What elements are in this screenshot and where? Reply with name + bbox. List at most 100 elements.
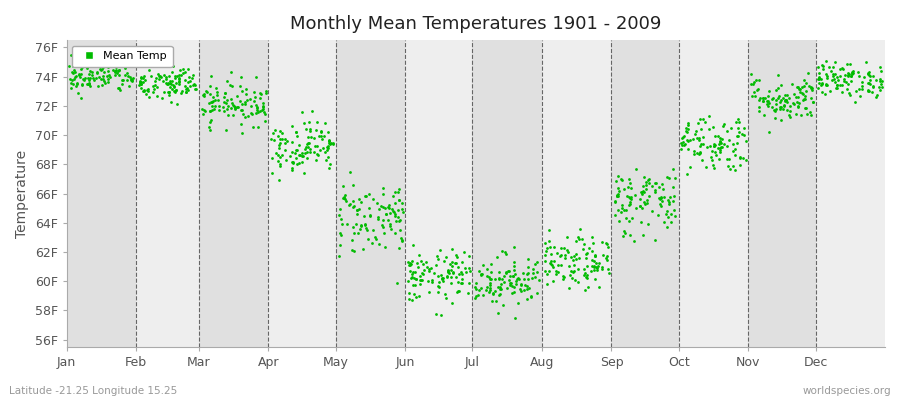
Point [506, 273, 520, 279]
Point [100, 73, 114, 79]
Point [622, 202, 636, 208]
Point [238, 114, 252, 120]
Point [566, 256, 580, 263]
Point [649, 180, 663, 186]
Point [168, 87, 183, 94]
Point [157, 72, 171, 78]
Point [430, 253, 445, 259]
Point [295, 150, 310, 156]
Point [787, 90, 801, 97]
Point [343, 169, 357, 175]
Point [675, 142, 689, 149]
Point [744, 71, 759, 77]
Point [508, 267, 522, 274]
Point [648, 237, 662, 243]
Point [230, 104, 244, 110]
Point [450, 254, 464, 261]
Point [198, 108, 212, 115]
Point [547, 258, 562, 264]
Point [259, 90, 274, 96]
Point [678, 141, 692, 148]
Point [752, 108, 766, 115]
Point [292, 152, 306, 158]
Point [137, 87, 151, 93]
Point [101, 64, 115, 70]
Point [488, 288, 502, 295]
Point [641, 221, 655, 227]
Point [392, 197, 407, 203]
Point [577, 272, 591, 278]
Point [311, 133, 326, 139]
Point [493, 286, 508, 292]
Point [560, 247, 574, 254]
Point [132, 78, 147, 85]
Point [320, 144, 335, 150]
Point [148, 78, 162, 84]
Point [564, 275, 579, 281]
Point [519, 286, 534, 292]
Point [780, 92, 795, 98]
Point [383, 221, 398, 227]
Point [421, 278, 436, 284]
Point [619, 206, 634, 213]
Point [722, 155, 736, 162]
Point [74, 66, 88, 72]
Point [86, 72, 100, 78]
Point [136, 78, 150, 85]
Point [797, 104, 812, 111]
Point [288, 150, 302, 156]
Point [224, 69, 238, 76]
Point [363, 212, 377, 218]
Point [577, 240, 591, 247]
Point [491, 276, 506, 282]
Point [160, 89, 175, 95]
Point [121, 73, 135, 80]
Point [734, 131, 749, 138]
Point [776, 105, 790, 112]
Point [284, 152, 298, 159]
Point [482, 285, 497, 291]
Point [729, 118, 743, 125]
Point [376, 203, 391, 210]
Point [811, 85, 825, 91]
Point [610, 193, 625, 199]
Point [627, 192, 642, 198]
Point [205, 98, 220, 105]
Point [444, 267, 458, 274]
Point [839, 78, 853, 85]
Point [512, 276, 526, 282]
Point [590, 260, 604, 267]
Point [663, 218, 678, 225]
Point [64, 80, 78, 86]
Point [322, 138, 337, 144]
Point [104, 63, 118, 70]
Point [583, 268, 598, 274]
Point [403, 267, 418, 274]
Point [616, 206, 631, 213]
Point [366, 227, 381, 233]
Point [748, 93, 762, 100]
Point [796, 83, 810, 90]
Point [792, 100, 806, 107]
Point [326, 140, 340, 147]
Point [747, 89, 761, 96]
Point [439, 294, 454, 301]
Point [89, 69, 104, 76]
Point [220, 77, 234, 84]
Point [760, 92, 775, 99]
Point [137, 88, 151, 94]
Point [221, 111, 236, 118]
Point [273, 161, 287, 167]
Point [109, 67, 123, 74]
Point [69, 83, 84, 90]
Point [134, 74, 148, 80]
Point [556, 276, 571, 282]
Point [760, 98, 775, 104]
Point [692, 137, 706, 144]
Point [73, 74, 87, 80]
Point [530, 259, 544, 266]
Point [395, 238, 410, 244]
Point [616, 202, 630, 208]
Point [585, 248, 599, 255]
Point [319, 157, 333, 163]
